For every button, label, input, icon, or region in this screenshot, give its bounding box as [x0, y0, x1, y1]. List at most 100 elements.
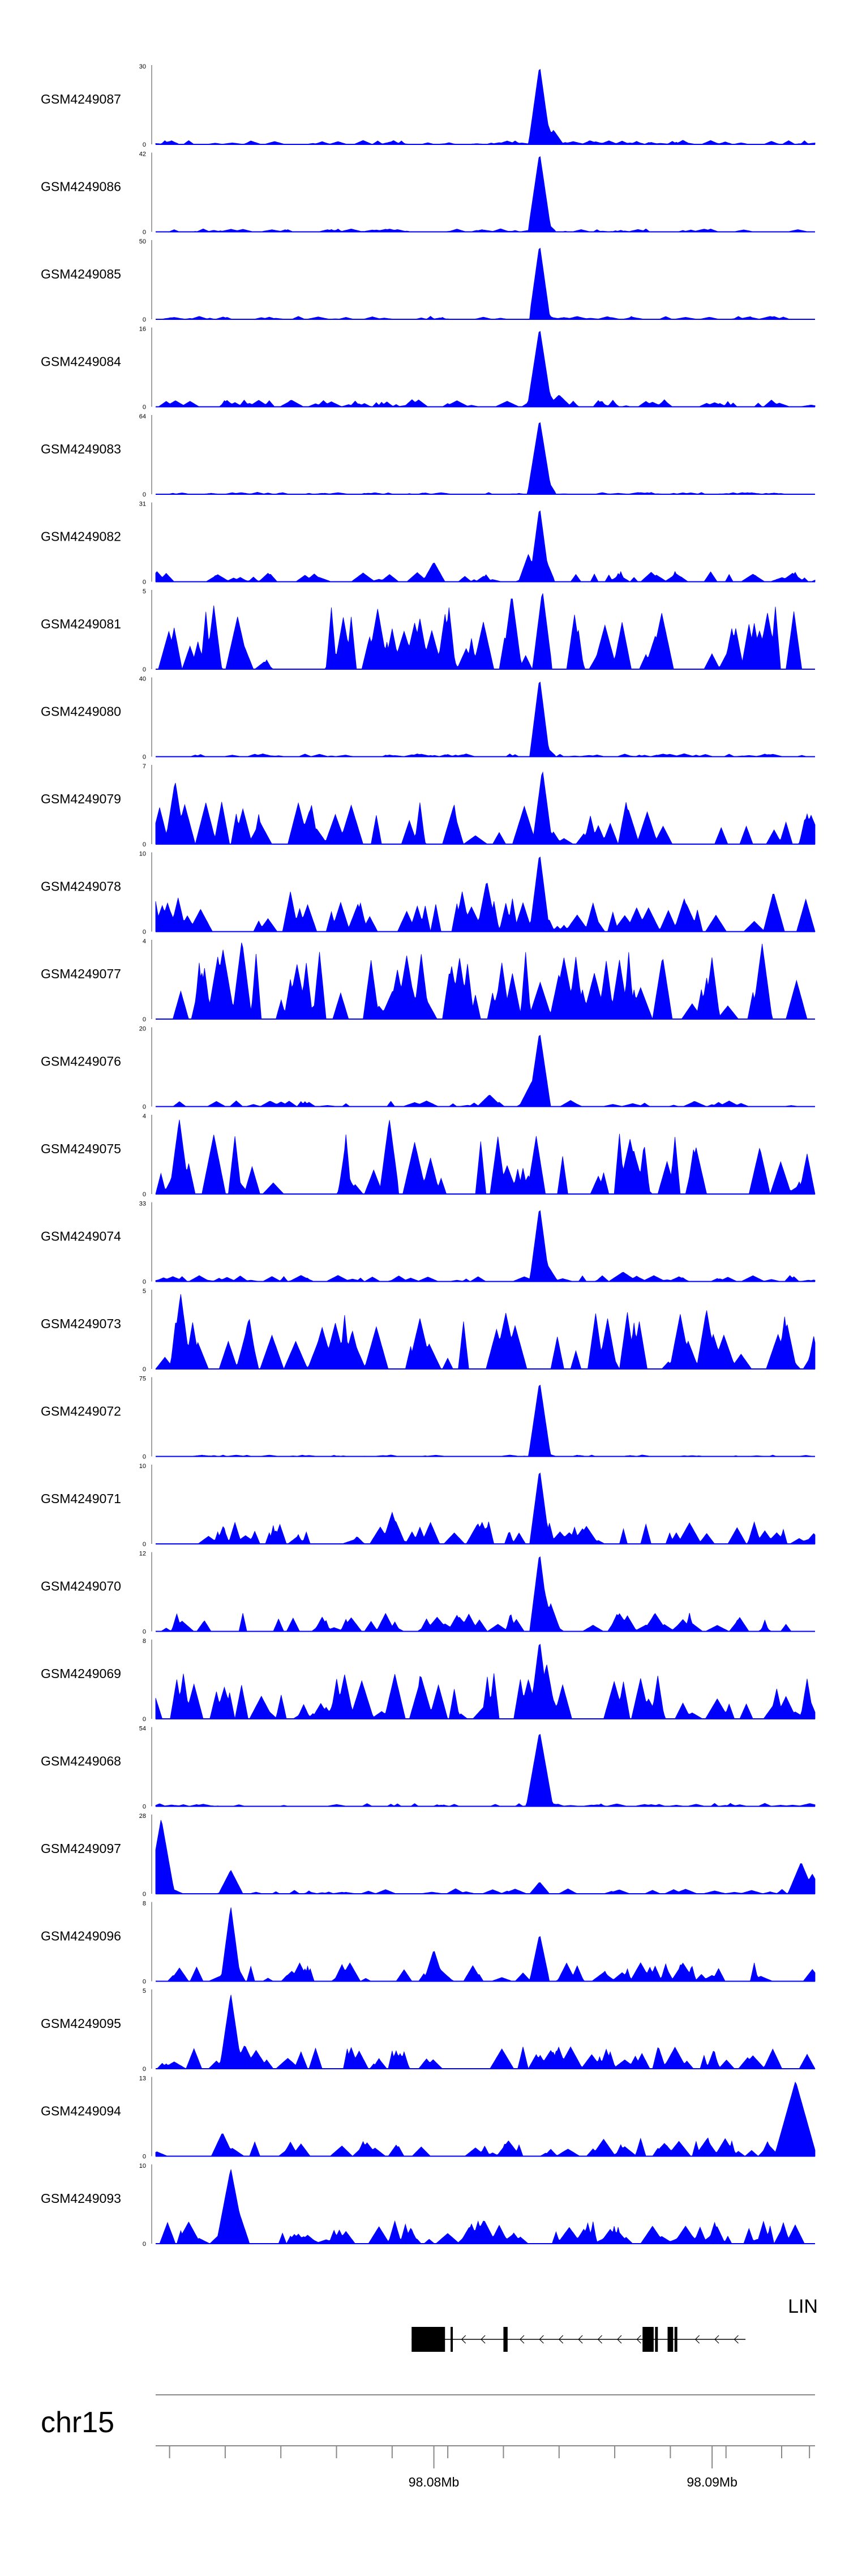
- gene-model: [411, 2327, 746, 2352]
- y-max-label: 42: [139, 151, 146, 158]
- axis-tick-label: 98.09Mb: [687, 2475, 737, 2489]
- y-max-label: 54: [139, 1726, 146, 1732]
- gene-label: LIN: [788, 2296, 818, 2317]
- y-min-label: 0: [143, 1191, 146, 1198]
- track-GSM4249095: GSM4249095 5 0: [41, 1988, 816, 2073]
- y-max-label: 64: [139, 413, 146, 420]
- y-max-label: 30: [139, 63, 146, 70]
- coverage-area: [155, 2081, 816, 2157]
- y-max-label: 7: [143, 763, 146, 770]
- y-min-label: 0: [143, 2066, 146, 2073]
- y-max-label: 10: [139, 851, 146, 858]
- track-label: GSM4249084: [41, 354, 121, 369]
- track-GSM4249086: GSM4249086 42 0: [41, 151, 815, 236]
- y-min-label: 0: [143, 1279, 146, 1286]
- y-max-label: 28: [139, 1813, 146, 1820]
- strand-arrow: [617, 2335, 622, 2344]
- strand-arrow: [481, 2335, 486, 2344]
- y-min-label: 0: [143, 1541, 146, 1548]
- y-min-label: 0: [143, 1804, 146, 1811]
- y-min-label: 0: [143, 929, 146, 936]
- y-max-label: 5: [143, 588, 146, 595]
- genome-axis: chr15 98.08Mb 98.09Mb: [41, 2394, 815, 2489]
- track-label: GSM4249070: [41, 1579, 121, 1594]
- coverage-area: [156, 942, 815, 1020]
- track-GSM4249070: GSM4249070 12 0: [41, 1551, 815, 1636]
- track-label: GSM4249083: [41, 442, 121, 456]
- strand-arrow: [597, 2335, 603, 2344]
- y-min-label: 0: [143, 491, 146, 498]
- track-label: GSM4249080: [41, 704, 121, 719]
- y-min-label: 0: [143, 1629, 146, 1636]
- y-max-label: 12: [139, 1551, 146, 1557]
- strand-arrow: [539, 2335, 544, 2344]
- y-min-label: 0: [143, 142, 146, 148]
- y-max-label: 16: [139, 326, 146, 333]
- coverage-area: [156, 247, 815, 320]
- coverage-area: [155, 1119, 816, 1195]
- track-label: GSM4249069: [41, 1666, 121, 1681]
- y-max-label: 75: [139, 1376, 146, 1383]
- track-GSM4249082: GSM4249082 31 0: [41, 501, 816, 586]
- coverage-area: [156, 1034, 815, 1107]
- coverage-area: [155, 1210, 816, 1282]
- y-min-label: 0: [143, 754, 146, 761]
- coverage-tracks: GSM4249087300GSM4249086420GSM4249085500G…: [41, 63, 816, 2248]
- track-label: GSM4249081: [41, 617, 121, 631]
- y-max-label: 5: [143, 1988, 146, 1995]
- y-max-label: 31: [139, 501, 146, 508]
- track-GSM4249093: GSM4249093 10 0: [41, 2163, 815, 2248]
- track-GSM4249078: GSM4249078 10 0: [41, 851, 816, 936]
- exon-block: [655, 2327, 658, 2352]
- coverage-area: [156, 1473, 816, 1544]
- coverage-area: [155, 1644, 816, 1719]
- track-label: GSM4249075: [41, 1141, 121, 1156]
- track-GSM4249081: GSM4249081 5 0: [41, 588, 815, 673]
- y-max-label: 4: [143, 938, 146, 945]
- track-GSM4249077: GSM4249077 4 0: [41, 938, 815, 1023]
- y-max-label: 50: [139, 238, 146, 245]
- track-GSM4249083: GSM4249083 64 0: [41, 413, 815, 498]
- y-max-label: 8: [143, 1638, 146, 1645]
- track-label: GSM4249082: [41, 529, 121, 544]
- y-min-label: 0: [143, 1891, 146, 1898]
- track-GSM4249069: GSM4249069 8 0: [41, 1638, 816, 1723]
- track-label: GSM4249087: [41, 92, 121, 106]
- track-label: GSM4249079: [41, 791, 121, 806]
- track-GSM4249073: GSM4249073 5 0: [41, 1288, 816, 1373]
- track-label: GSM4249072: [41, 1404, 121, 1419]
- track-label: GSM4249077: [41, 966, 121, 981]
- y-min-label: 0: [143, 1716, 146, 1723]
- y-min-label: 0: [143, 1016, 146, 1023]
- y-max-label: 33: [139, 1201, 146, 1208]
- track-label: GSM4249073: [41, 1316, 121, 1331]
- strand-arrow: [461, 2335, 466, 2344]
- track-GSM4249080: GSM4249080 40 0: [41, 676, 815, 761]
- coverage-area: [155, 69, 816, 145]
- track-GSM4249084: GSM4249084 16 0: [41, 326, 816, 411]
- track-label: GSM4249097: [41, 1841, 121, 1856]
- strand-arrow: [714, 2335, 719, 2344]
- exon-block: [642, 2327, 654, 2352]
- y-max-label: 5: [143, 1288, 146, 1295]
- coverage-area: [156, 681, 815, 758]
- y-max-label: 40: [139, 676, 146, 683]
- y-min-label: 0: [143, 2154, 146, 2160]
- y-max-label: 10: [139, 2163, 146, 2170]
- exon-block: [503, 2327, 508, 2352]
- coverage-area: [155, 1294, 816, 1370]
- y-min-label: 0: [143, 1366, 146, 1373]
- coverage-area: [156, 593, 815, 670]
- exon-block: [451, 2327, 453, 2352]
- coverage-area: [155, 856, 816, 932]
- coverage-area: [155, 1820, 816, 1894]
- track-GSM4249074: GSM4249074 33 0: [41, 1201, 816, 1286]
- track-label: GSM4249085: [41, 267, 121, 281]
- track-GSM4249075: GSM4249075 4 0: [41, 1113, 816, 1198]
- exon-block: [667, 2327, 674, 2352]
- track-GSM4249076: GSM4249076 20 0: [41, 1026, 815, 1111]
- y-min-label: 0: [143, 1454, 146, 1461]
- coverage-area: [155, 510, 816, 583]
- track-GSM4249087: GSM4249087 30 0: [41, 63, 816, 148]
- y-min-label: 0: [143, 229, 146, 236]
